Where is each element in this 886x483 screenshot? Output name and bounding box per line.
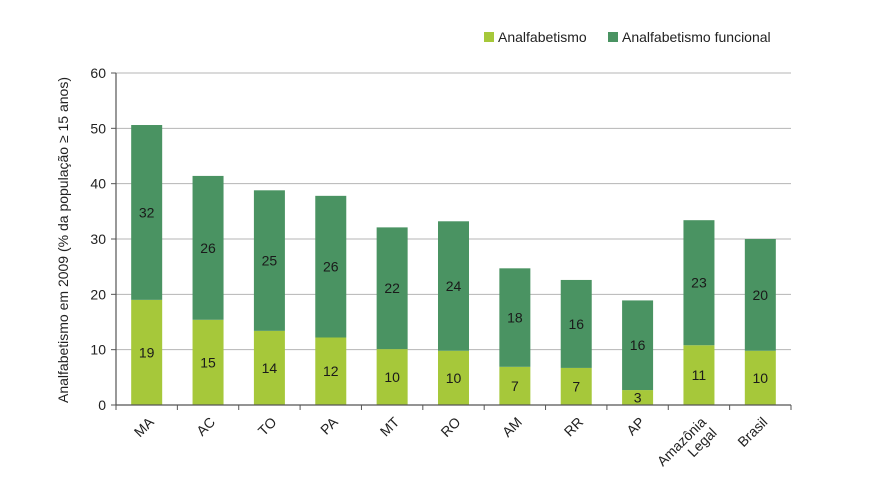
- bar-analfabetismo-funcional: [499, 268, 531, 367]
- bar-analfabetismo: [622, 390, 654, 405]
- bars: 19 32 15 26 14 25 12 26 10 22 10 24 7 18 7 16 3 16 11 23 10 2…: [131, 125, 776, 406]
- data-label-analfabetismo-funcional: 25: [262, 253, 278, 269]
- x-tick-label: RO: [437, 414, 463, 440]
- bar-analfabetismo-funcional: [131, 125, 163, 300]
- x-tick-label: PA: [317, 413, 341, 437]
- x-axis: [115, 73, 791, 406]
- bar-analfabetismo: [315, 337, 347, 405]
- x-axis-ticks: MA AC TO PA MT RO AM RR AP AmazôniaLegal Brasil: [115, 405, 792, 480]
- bar-analfabetismo: [438, 350, 469, 405]
- data-label-analfabetismo: 11: [692, 367, 707, 383]
- y-tick-label: 0: [98, 397, 106, 413]
- data-label-analfabetismo: 19: [139, 344, 155, 360]
- bar-analfabetismo-funcional: [683, 220, 715, 346]
- data-label-analfabetismo-funcional: 18: [507, 310, 523, 326]
- y-tick-label: 10: [90, 342, 106, 358]
- x-tick-label: AC: [193, 414, 218, 439]
- bar-analfabetismo: [376, 349, 408, 405]
- data-label-analfabetismo-funcional: 24: [446, 278, 462, 294]
- y-tick-label: 50: [90, 120, 106, 136]
- y-tick-label: 60: [90, 65, 106, 81]
- data-label-analfabetismo: 3: [634, 390, 642, 406]
- y-tick-label: 20: [90, 286, 106, 302]
- legend-swatch: [608, 32, 618, 42]
- legend-label: Analfabetismo funcional: [622, 29, 771, 45]
- data-label-analfabetismo-funcional: 16: [630, 337, 646, 353]
- x-tick-label: TO: [255, 414, 280, 439]
- data-label-analfabetismo: 10: [384, 369, 400, 385]
- x-tick-label: AmazôniaLegal: [654, 414, 720, 480]
- bar-analfabetismo: [560, 367, 592, 405]
- data-label-analfabetismo: 12: [323, 363, 339, 379]
- x-tick-label: AM: [499, 414, 525, 440]
- data-label-analfabetismo: 14: [262, 360, 278, 376]
- x-tick-label: MA: [131, 413, 158, 440]
- legend-label: Analfabetismo: [498, 29, 587, 45]
- x-tick-label: Brasil: [734, 414, 770, 450]
- data-label-analfabetismo: 10: [753, 370, 769, 386]
- bar-analfabetismo-funcional: [560, 279, 592, 368]
- bar-analfabetismo-funcional: [253, 190, 285, 331]
- data-label-analfabetismo: 10: [446, 370, 462, 386]
- y-axis-ticks: 0 10 20 30 40 50 60: [90, 65, 116, 413]
- bar-analfabetismo: [499, 366, 531, 405]
- data-label-analfabetismo-funcional: 23: [691, 275, 707, 291]
- bar-analfabetismo: [683, 345, 715, 405]
- data-label-analfabetismo-funcional: 26: [200, 240, 216, 256]
- x-tick-label: RR: [561, 414, 587, 440]
- y-tick-label: 30: [90, 231, 106, 247]
- x-tick-label: MT: [377, 413, 403, 439]
- data-label-analfabetismo-funcional: 26: [323, 259, 339, 275]
- y-tick-label: 40: [90, 176, 106, 192]
- x-tick-label: AP: [623, 414, 648, 439]
- bar-analfabetismo-funcional: [376, 227, 408, 350]
- bar-analfabetismo-funcional: [315, 195, 347, 338]
- data-label-analfabetismo: 7: [511, 378, 519, 394]
- data-label-analfabetismo-funcional: 16: [568, 316, 584, 332]
- data-label-analfabetismo-funcional: 20: [753, 287, 769, 303]
- legend: Analfabetismo Analfabetismo funcional: [484, 29, 771, 45]
- bar-analfabetismo: [192, 319, 224, 405]
- y-axis-title: Analfabetismo em 2009 (% da população ≥ …: [55, 77, 71, 403]
- legend-swatch: [484, 32, 494, 42]
- data-label-analfabetismo-funcional: 32: [139, 204, 155, 220]
- bar-analfabetismo: [744, 350, 776, 405]
- bar-analfabetismo-funcional: [622, 300, 654, 391]
- bar-analfabetismo-funcional: [744, 239, 776, 351]
- data-label-analfabetismo: 7: [572, 378, 580, 394]
- bar-analfabetismo: [131, 299, 163, 405]
- data-label-analfabetismo: 15: [200, 354, 216, 370]
- data-label-analfabetismo-funcional: 22: [384, 280, 400, 296]
- bar-analfabetismo-funcional: [438, 221, 469, 351]
- bar-analfabetismo-funcional: [192, 175, 224, 320]
- bar-analfabetismo: [253, 330, 285, 405]
